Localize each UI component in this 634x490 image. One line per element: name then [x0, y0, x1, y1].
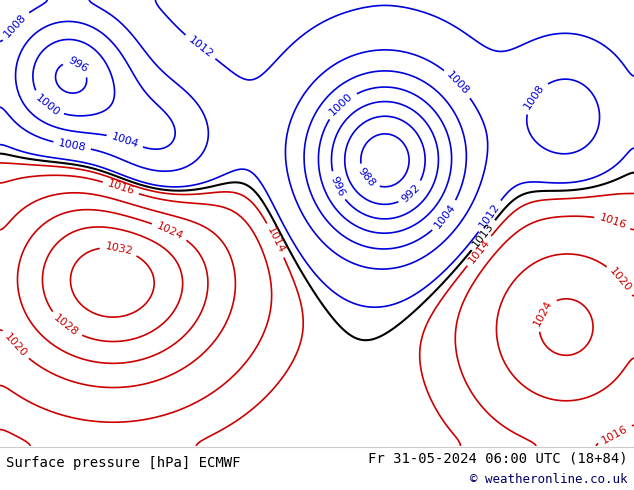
Text: 1024: 1024	[155, 220, 184, 241]
Text: 1008: 1008	[57, 138, 87, 153]
Text: 996: 996	[66, 55, 89, 74]
Text: 1014: 1014	[467, 237, 492, 265]
Text: Fr 31-05-2024 06:00 UTC (18+84): Fr 31-05-2024 06:00 UTC (18+84)	[368, 451, 628, 465]
Text: 1000: 1000	[328, 92, 355, 118]
Text: 1024: 1024	[532, 298, 554, 328]
Text: 1020: 1020	[2, 331, 29, 359]
Text: 1008: 1008	[444, 70, 471, 97]
Text: 996: 996	[328, 174, 346, 198]
Text: 1012: 1012	[477, 202, 502, 230]
Text: 1032: 1032	[104, 242, 134, 257]
Text: 1013: 1013	[471, 221, 496, 249]
Text: 1008: 1008	[522, 83, 547, 111]
Text: 1004: 1004	[110, 131, 140, 149]
Text: 1008: 1008	[2, 12, 28, 39]
Text: 1016: 1016	[600, 423, 630, 445]
Text: 1000: 1000	[33, 93, 61, 118]
Text: © weatheronline.co.uk: © weatheronline.co.uk	[470, 473, 628, 486]
Text: 1016: 1016	[106, 179, 136, 197]
Text: 1028: 1028	[51, 313, 80, 338]
Text: 988: 988	[356, 167, 377, 189]
Text: Surface pressure [hPa] ECMWF: Surface pressure [hPa] ECMWF	[6, 456, 241, 470]
Text: 1012: 1012	[186, 34, 214, 60]
Text: 1020: 1020	[607, 266, 633, 294]
Text: 1016: 1016	[598, 212, 628, 231]
Text: 1014: 1014	[265, 225, 287, 255]
Text: 1004: 1004	[432, 202, 458, 230]
Text: 992: 992	[400, 182, 422, 204]
